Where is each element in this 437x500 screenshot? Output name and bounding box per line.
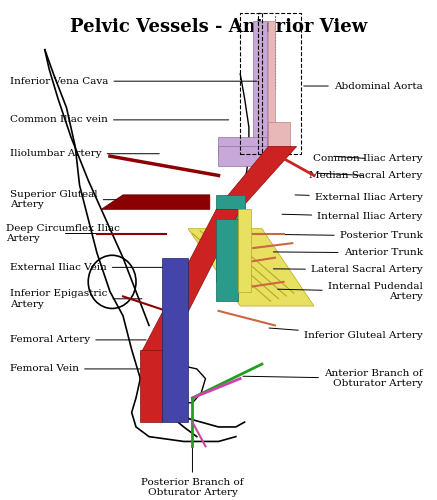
Polygon shape [101,195,210,210]
Text: Femoral Artery: Femoral Artery [10,336,146,344]
Text: Anterior Branch of
Obturator Artery: Anterior Branch of Obturator Artery [243,369,423,388]
Polygon shape [218,146,267,166]
Polygon shape [218,137,267,156]
Text: External Iliac Vein: External Iliac Vein [10,263,172,272]
Polygon shape [216,146,297,210]
Polygon shape [188,228,314,306]
Polygon shape [216,195,245,282]
Text: Abdominal Aorta: Abdominal Aorta [304,82,423,90]
Polygon shape [162,258,188,422]
Polygon shape [140,350,162,422]
Polygon shape [140,210,240,354]
Text: Pelvic Vessels - Anterior View: Pelvic Vessels - Anterior View [70,18,367,36]
Polygon shape [238,210,251,292]
Text: Median Sacral Artery: Median Sacral Artery [309,171,423,180]
Text: Internal Pudendal
Artery: Internal Pudendal Artery [278,282,423,301]
Text: Anterior Trunk: Anterior Trunk [274,248,423,258]
Text: Common Iliac Artery: Common Iliac Artery [313,154,423,163]
Text: Inferior Vena Cava: Inferior Vena Cava [10,76,257,86]
Text: Internal Iliac Artery: Internal Iliac Artery [282,212,423,221]
Polygon shape [268,122,290,146]
Text: External Iliac Artery: External Iliac Artery [295,192,423,202]
Text: Posterior Branch of
Obturator Artery: Posterior Branch of Obturator Artery [141,446,244,497]
Text: Femoral Vein: Femoral Vein [10,364,172,374]
Bar [268,20,275,146]
Text: Common Iliac vein: Common Iliac vein [10,116,229,124]
Text: Iliolumbar Artery: Iliolumbar Artery [10,149,159,158]
Text: Inferior Epigastric
Artery: Inferior Epigastric Artery [10,289,142,308]
Text: Inferior Gluteal Artery: Inferior Gluteal Artery [269,328,423,340]
Text: Posterior Trunk: Posterior Trunk [282,232,423,240]
Text: Deep Circumflex Iliac
Artery: Deep Circumflex Iliac Artery [6,224,120,243]
Text: Lateral Sacral Artery: Lateral Sacral Artery [274,266,423,274]
Bar [253,20,267,146]
Text: Superior Gluteal
Artery: Superior Gluteal Artery [10,190,120,210]
Polygon shape [216,219,238,301]
